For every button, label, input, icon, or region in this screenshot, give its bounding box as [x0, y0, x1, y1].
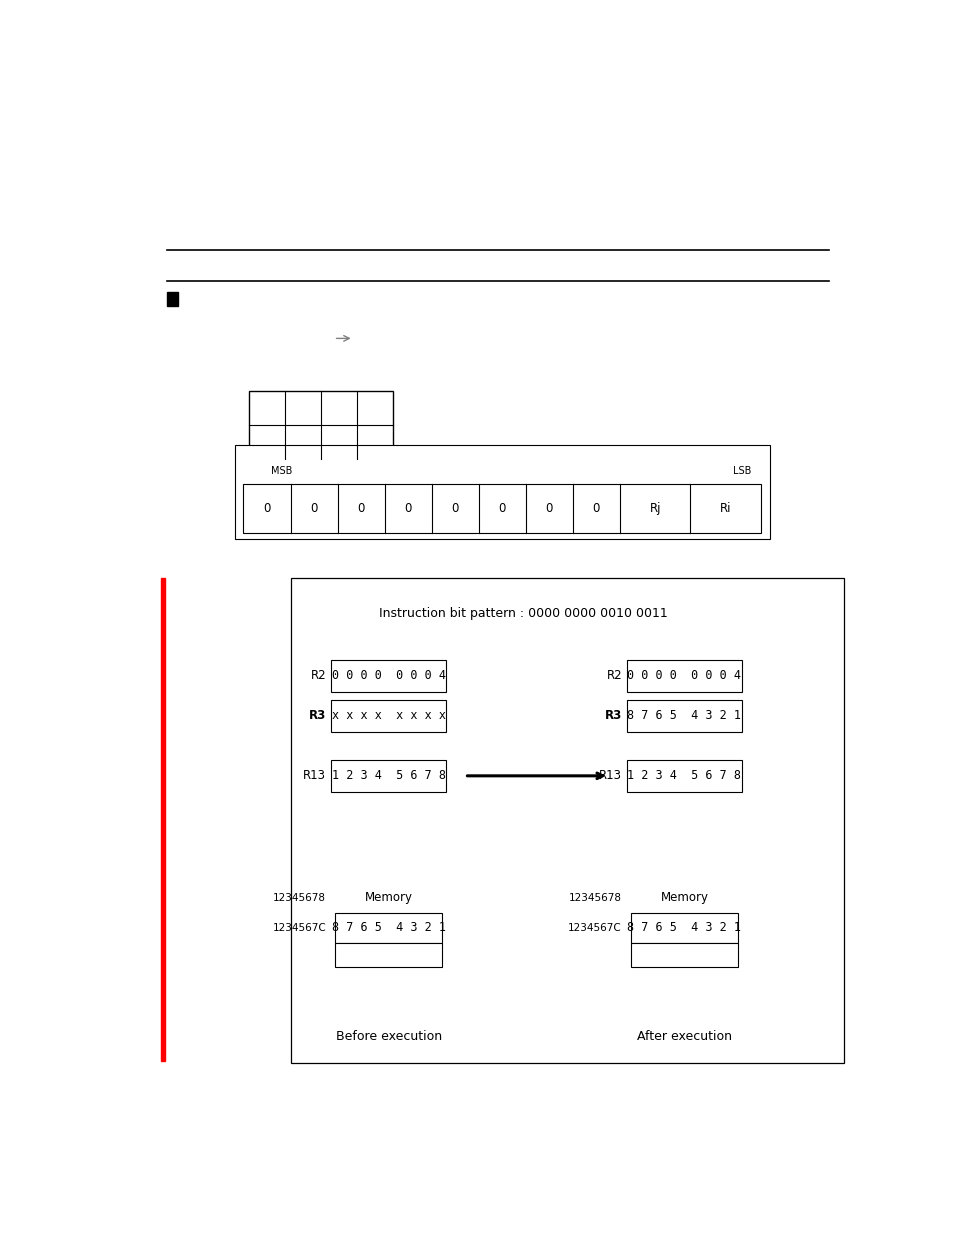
Bar [335, 944, 442, 967]
Text: 8 7 6 5  4 3 2 1: 8 7 6 5 4 3 2 1 [627, 921, 740, 935]
Text: After execution: After execution [637, 1030, 731, 1042]
Bar [243, 484, 760, 534]
Text: Ri: Ri [720, 503, 731, 515]
Text: 0 0 0 0  0 0 0 4: 0 0 0 0 0 0 0 4 [627, 669, 740, 683]
Bar [626, 659, 741, 692]
Text: 0: 0 [263, 503, 271, 515]
Bar [335, 913, 442, 944]
Bar [167, 291, 178, 306]
Text: Rj: Rj [649, 503, 660, 515]
Text: 0: 0 [451, 503, 458, 515]
Bar [626, 700, 741, 732]
Text: R13: R13 [303, 769, 326, 782]
Text: 8 7 6 5  4 3 2 1: 8 7 6 5 4 3 2 1 [627, 709, 740, 722]
Text: R13: R13 [598, 769, 621, 782]
Text: 0 0 0 0  0 0 0 4: 0 0 0 0 0 0 0 4 [332, 669, 445, 683]
Bar [331, 659, 446, 692]
Text: Before execution: Before execution [335, 1030, 441, 1042]
Bar [160, 578, 165, 1061]
Text: 12345678: 12345678 [273, 893, 326, 903]
Text: R2: R2 [311, 669, 326, 683]
Text: 1234567C: 1234567C [568, 923, 621, 932]
Text: 0: 0 [545, 503, 553, 515]
Text: 8 7 6 5  4 3 2 1: 8 7 6 5 4 3 2 1 [332, 921, 445, 935]
Text: 12345678: 12345678 [568, 893, 621, 903]
Text: Instruction bit pattern : 0000 0000 0010 0011: Instruction bit pattern : 0000 0000 0010… [378, 606, 667, 620]
Text: 0: 0 [357, 503, 364, 515]
Text: 0: 0 [310, 503, 317, 515]
Bar [331, 760, 446, 792]
Text: R2: R2 [606, 669, 621, 683]
Text: 0: 0 [592, 503, 599, 515]
Text: 0: 0 [404, 503, 412, 515]
Text: 1 2 3 4  5 6 7 8: 1 2 3 4 5 6 7 8 [332, 769, 445, 782]
Text: R3: R3 [604, 709, 621, 722]
Bar [291, 578, 842, 1063]
Bar [249, 390, 393, 459]
Text: 0: 0 [498, 503, 505, 515]
Text: Memory: Memory [364, 890, 413, 904]
Text: MSB: MSB [271, 467, 292, 477]
Text: 1 2 3 4  5 6 7 8: 1 2 3 4 5 6 7 8 [627, 769, 740, 782]
Bar [630, 944, 738, 967]
Bar [630, 913, 738, 944]
Text: Memory: Memory [659, 890, 708, 904]
Text: x x x x  x x x x: x x x x x x x x [332, 709, 445, 722]
Bar [234, 445, 769, 538]
Text: LSB: LSB [732, 467, 751, 477]
Bar [331, 700, 446, 732]
Text: R3: R3 [309, 709, 326, 722]
Bar [626, 760, 741, 792]
Text: 1234567C: 1234567C [273, 923, 326, 932]
